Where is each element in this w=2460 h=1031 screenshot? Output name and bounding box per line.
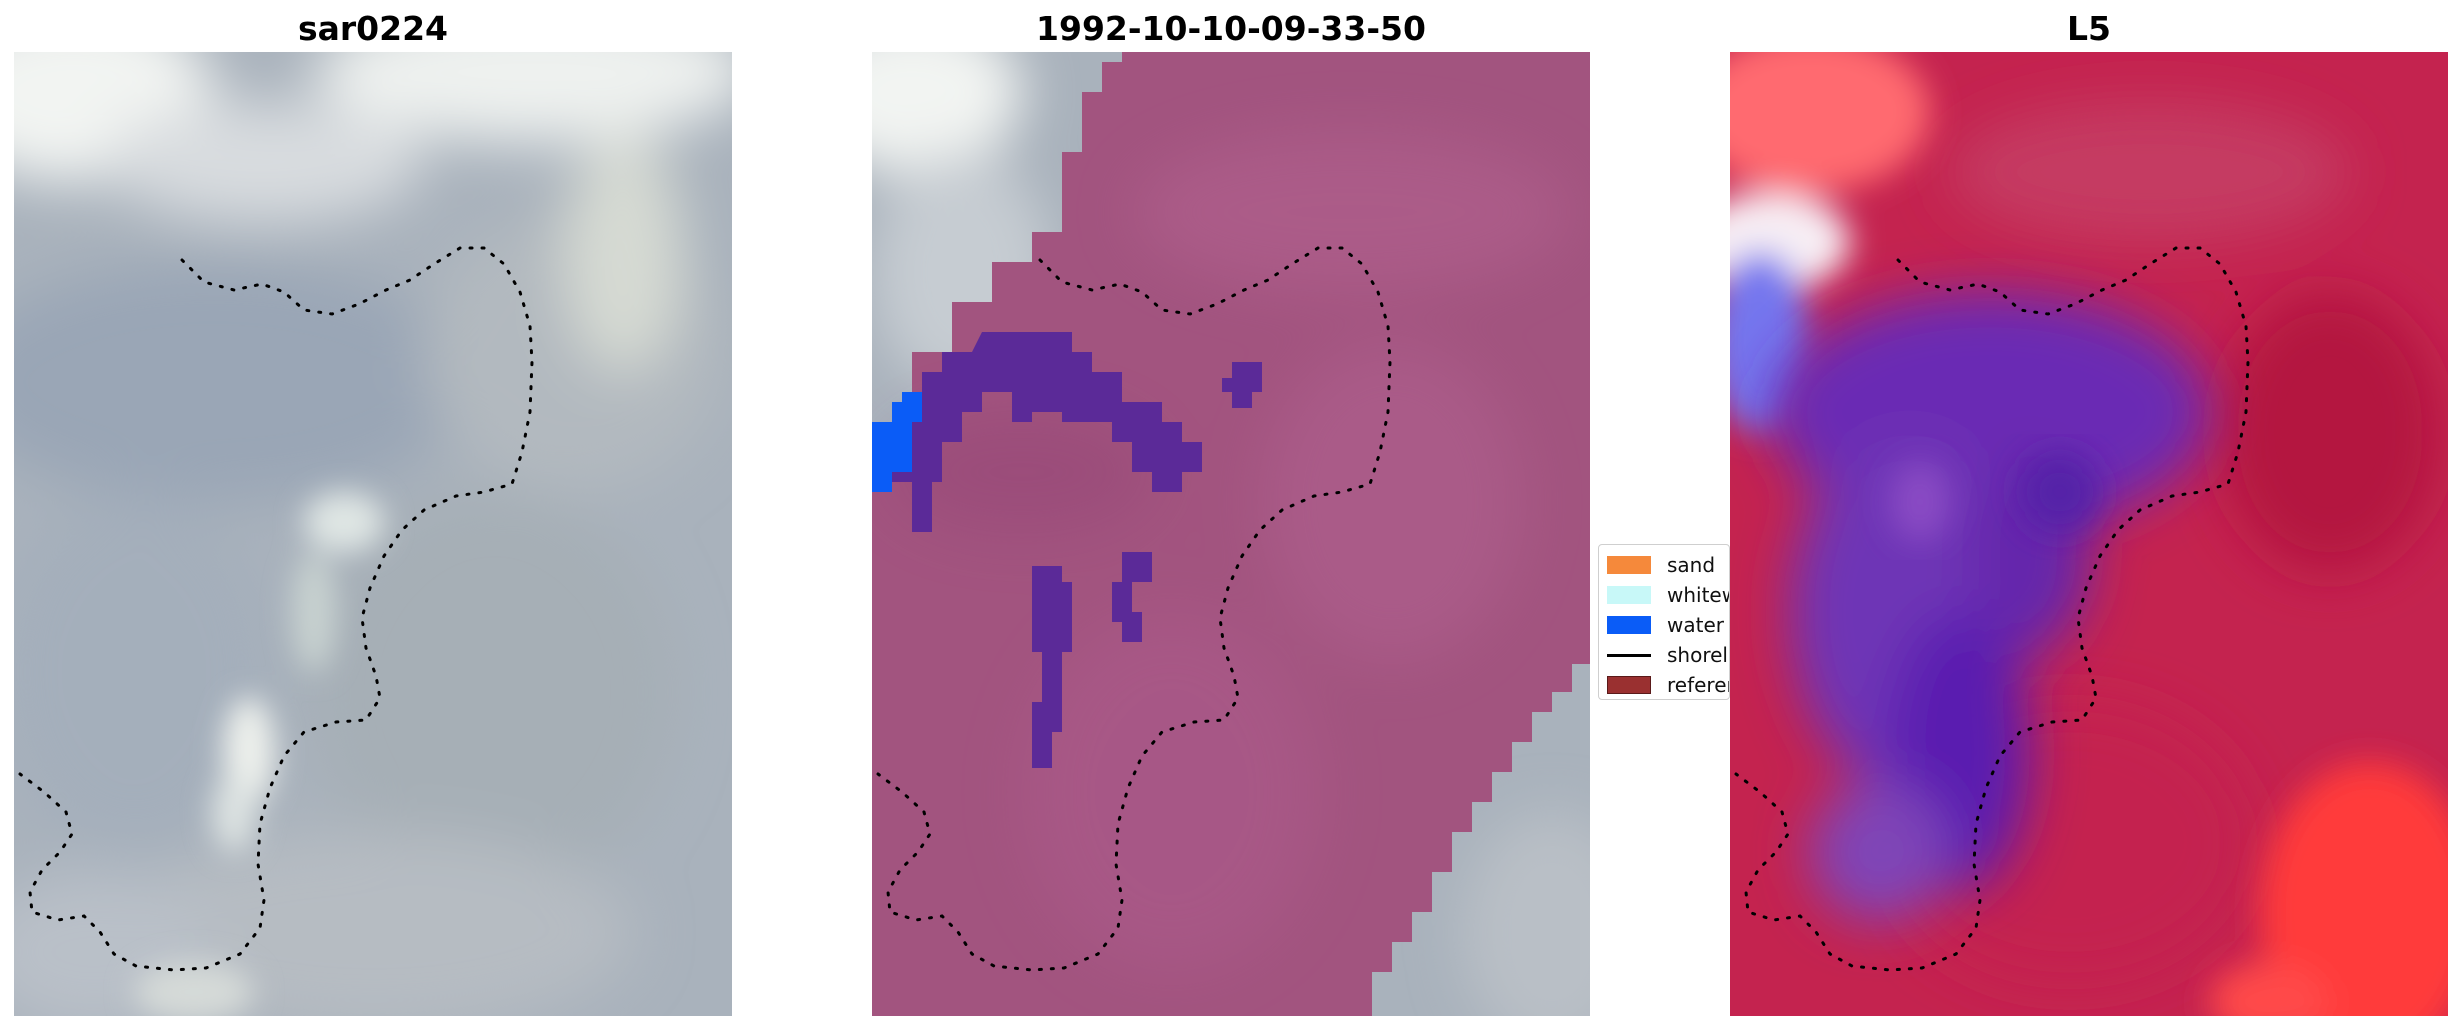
legend-item-sand: sand <box>1607 553 1715 577</box>
shoreline-overlay <box>1734 246 2250 972</box>
l5-index-panel <box>1730 52 2448 1016</box>
sar-image <box>14 52 732 1016</box>
sand-swatch <box>1607 556 1651 574</box>
legend-label: reference <box>1667 673 1729 697</box>
shoreline-line-swatch <box>1607 653 1651 657</box>
legend-label: water <box>1667 613 1724 637</box>
reference-swatch <box>1607 676 1651 694</box>
classification-image <box>872 52 1590 1016</box>
legend-item-shoreline: shoreline <box>1607 643 1729 667</box>
panel-title-sar: sar0224 <box>297 9 449 48</box>
legend-item-reference: reference <box>1607 673 1729 697</box>
classification-panel <box>872 52 1590 1016</box>
water-swatch <box>1607 616 1651 634</box>
legend-label: sand <box>1667 553 1716 577</box>
shoreline-overlay <box>18 246 534 972</box>
shoreline-overlay <box>876 246 1392 972</box>
panel-title-date: 1992-10-10-09-33-50 <box>1036 9 1426 48</box>
legend-item-water: water <box>1607 613 1724 637</box>
panel-title-l5: L5 <box>2067 9 2111 48</box>
sar-image-panel <box>14 52 732 1016</box>
legend-label: shoreline <box>1667 643 1729 667</box>
water-class-region <box>892 332 1262 768</box>
l5-index-image <box>1730 52 2448 1016</box>
whitewater-swatch <box>1607 586 1651 604</box>
